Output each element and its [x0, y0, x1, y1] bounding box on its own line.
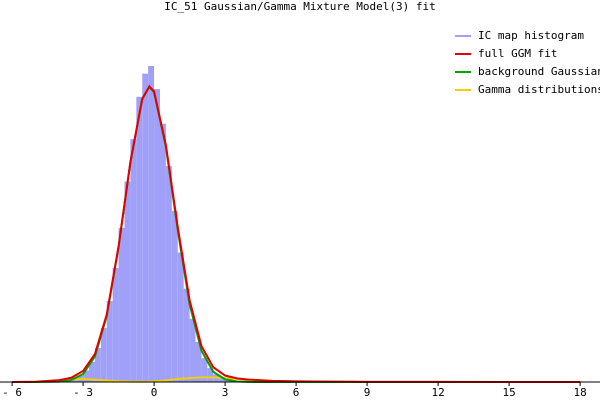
legend-label: background Gaussian: [478, 65, 600, 78]
fit-line: [12, 85, 581, 383]
histogram-bar: [112, 267, 119, 382]
histogram-bar: [219, 378, 226, 382]
histogram-bar: [171, 210, 178, 382]
histogram-bar: [130, 139, 137, 382]
legend-label: Gamma distributions: [478, 83, 600, 96]
histogram-bar: [142, 73, 149, 383]
histogram-bar: [148, 65, 155, 382]
histogram-bar: [88, 361, 95, 382]
histogram-bar: [94, 348, 101, 382]
histogram-bar: [124, 181, 131, 382]
x-tick-label: - 3: [73, 386, 93, 399]
histogram-bar: [154, 89, 160, 382]
histogram-bar: [160, 123, 166, 382]
histogram-bar: [106, 301, 113, 382]
histogram-bar: [136, 96, 143, 383]
histogram-bar: [189, 318, 196, 382]
histogram-bar: [100, 328, 107, 382]
chart-title: IC_51 Gaussian/Gamma Mixture Model(3) fi…: [164, 0, 436, 13]
histogram-bar: [195, 341, 202, 382]
x-tick-label: 3: [222, 386, 229, 399]
x-tick-label: - 6: [2, 386, 22, 399]
legend-label: full GGM fit: [478, 47, 557, 60]
x-tick-label: 15: [502, 386, 515, 399]
histogram-bar: [118, 227, 125, 382]
x-tick-label: 18: [573, 386, 586, 399]
histogram-bar: [207, 368, 214, 382]
histogram-bar: [165, 166, 172, 382]
x-tick-label: 6: [293, 386, 300, 399]
legend-label: IC map histogram: [478, 29, 584, 42]
x-tick-label: 0: [151, 386, 158, 399]
x-tick-label: 12: [431, 386, 444, 399]
histogram-bar: [201, 358, 208, 382]
histogram-bar: [83, 370, 89, 382]
fit-line: [12, 84, 581, 383]
x-tick-label: 9: [364, 386, 371, 399]
histogram-bar: [183, 288, 190, 382]
histogram-bar: [177, 252, 184, 382]
